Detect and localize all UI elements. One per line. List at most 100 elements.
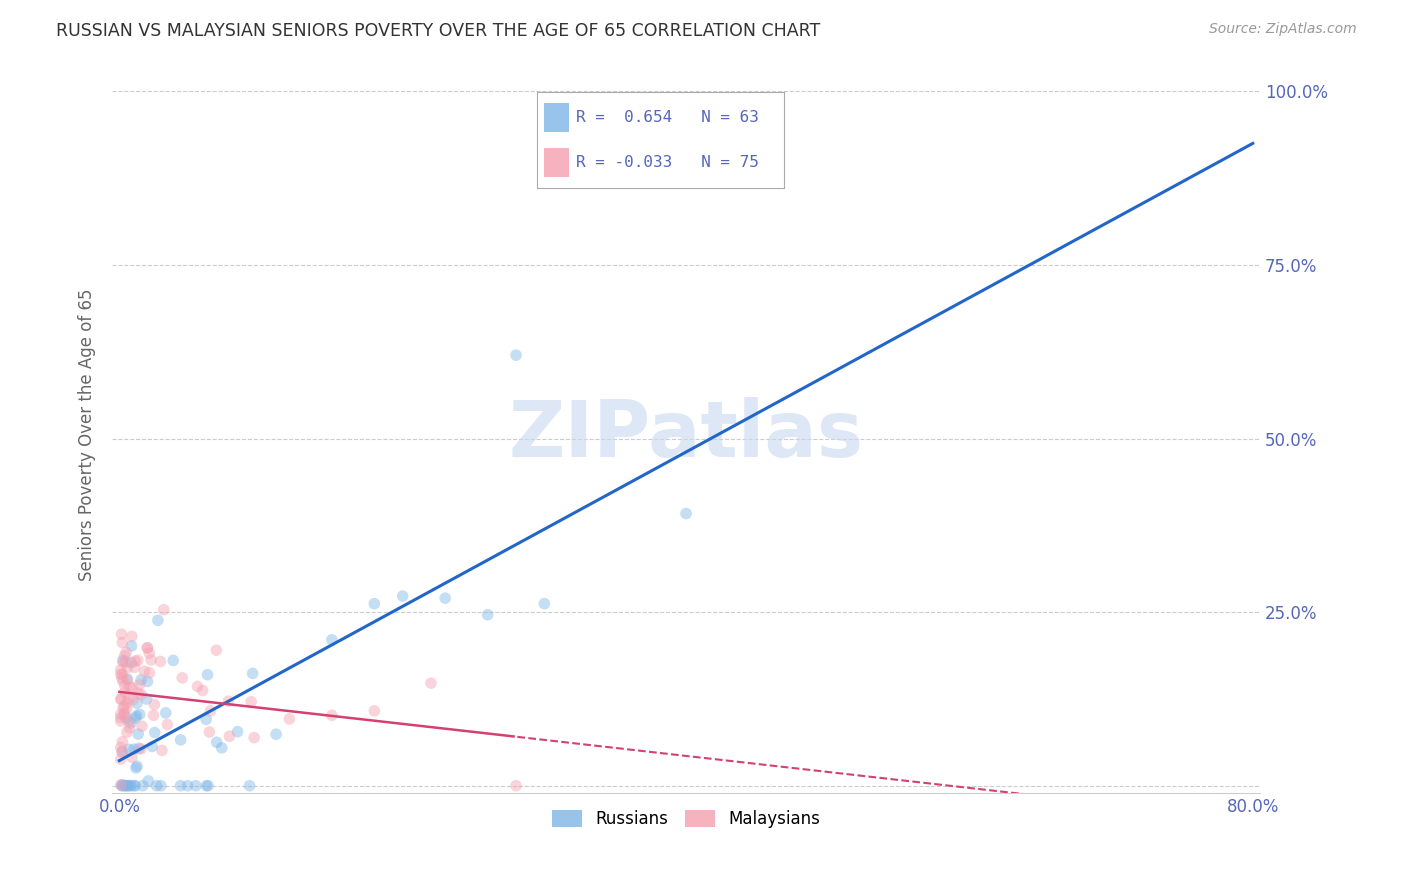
Point: [122, 742, 145, 756]
Point: [117, 779, 139, 793]
Point: [115, 673, 138, 687]
Point: [120, 656, 142, 670]
Point: [111, 778, 134, 792]
Point: [114, 685, 136, 699]
Point: [127, 686, 149, 700]
Text: RUSSIAN VS MALAYSIAN SENIORS POVERTY OVER THE AGE OF 65 CORRELATION CHART: RUSSIAN VS MALAYSIAN SENIORS POVERTY OVE…: [56, 22, 821, 40]
Point: [321, 708, 343, 723]
Point: [205, 735, 228, 749]
Point: [117, 691, 139, 706]
Point: [132, 779, 155, 793]
Point: [138, 665, 160, 680]
Point: [149, 779, 172, 793]
Point: [114, 655, 136, 669]
Point: [131, 688, 153, 702]
Point: [110, 692, 132, 706]
Point: [152, 603, 174, 617]
Point: [169, 732, 191, 747]
Point: [124, 779, 146, 793]
Point: [363, 704, 385, 718]
Point: [195, 779, 218, 793]
Point: [127, 727, 149, 741]
Point: [239, 779, 262, 793]
Point: [675, 507, 697, 521]
Point: [129, 742, 152, 756]
Point: [149, 655, 172, 669]
Point: [110, 714, 132, 728]
Point: [172, 671, 194, 685]
Point: [146, 613, 169, 627]
Point: [111, 779, 134, 793]
Point: [110, 663, 132, 677]
Point: [110, 740, 132, 755]
Point: [117, 779, 139, 793]
Point: [128, 678, 150, 692]
Point: [217, 694, 239, 708]
Point: [124, 660, 146, 674]
Point: [121, 639, 143, 653]
Point: [114, 779, 136, 793]
Point: [138, 646, 160, 660]
Point: [195, 712, 218, 726]
Point: [110, 691, 132, 706]
Point: [240, 695, 263, 709]
Point: [226, 724, 249, 739]
Point: [118, 680, 141, 694]
Point: [110, 667, 132, 681]
Point: [176, 779, 198, 793]
Point: [434, 591, 457, 606]
Point: [143, 698, 166, 712]
Point: [211, 740, 233, 755]
Point: [134, 664, 156, 678]
Point: [136, 640, 159, 655]
Point: [110, 711, 132, 725]
Point: [363, 597, 385, 611]
Point: [115, 701, 138, 715]
Point: [141, 739, 163, 754]
Point: [112, 701, 135, 715]
Point: [121, 629, 143, 643]
Point: [125, 759, 148, 773]
Point: [191, 683, 214, 698]
Point: [125, 696, 148, 710]
Point: [111, 779, 134, 793]
Y-axis label: Seniors Poverty Over the Age of 65: Seniors Poverty Over the Age of 65: [79, 289, 96, 582]
Point: [243, 731, 266, 745]
Point: [129, 673, 152, 687]
Point: [242, 666, 264, 681]
Point: [136, 674, 159, 689]
Point: [155, 706, 177, 720]
Point: [477, 607, 499, 622]
Point: [156, 717, 179, 731]
Point: [197, 779, 219, 793]
Point: [120, 779, 142, 793]
Point: [278, 712, 301, 726]
Point: [128, 741, 150, 756]
Point: [121, 681, 143, 695]
Point: [264, 727, 287, 741]
Point: [117, 661, 139, 675]
Point: [142, 708, 165, 723]
Point: [122, 692, 145, 706]
Point: [118, 742, 141, 756]
Point: [110, 627, 132, 641]
Point: [111, 667, 134, 681]
Point: [125, 761, 148, 775]
Point: [111, 674, 134, 689]
Point: [205, 643, 228, 657]
Point: [111, 671, 134, 685]
Point: [420, 676, 443, 690]
Point: [162, 653, 184, 667]
Point: [128, 707, 150, 722]
Point: [169, 779, 191, 793]
Point: [114, 779, 136, 793]
Point: [114, 706, 136, 721]
Point: [125, 708, 148, 723]
Point: [118, 721, 141, 735]
Point: [143, 725, 166, 739]
Point: [150, 743, 173, 757]
Point: [111, 734, 134, 748]
Point: [186, 680, 208, 694]
Point: [121, 750, 143, 764]
Point: [120, 779, 142, 793]
